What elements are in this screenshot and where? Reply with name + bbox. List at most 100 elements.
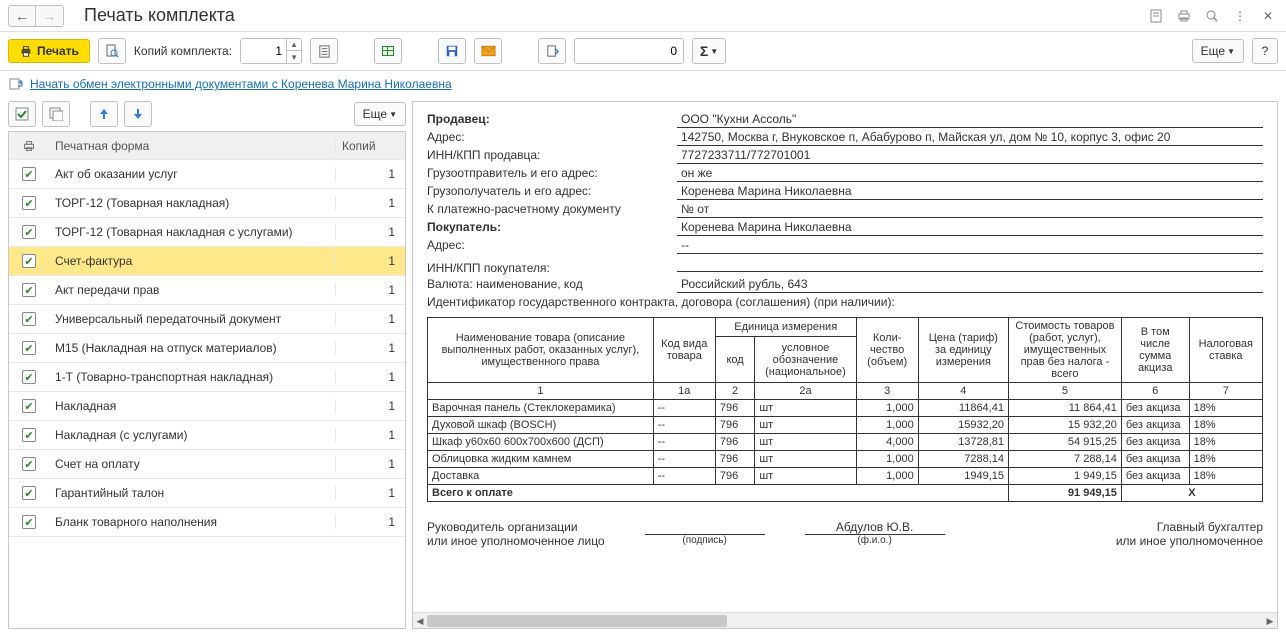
- cell-excise: без акциза: [1121, 451, 1189, 468]
- form-copies: 1: [335, 167, 405, 181]
- cell-tax: 18%: [1189, 434, 1262, 451]
- form-checkbox[interactable]: ✔: [9, 283, 49, 297]
- doc-field-row: Грузоотправитель и его адрес:он же: [427, 166, 1263, 182]
- form-checkbox[interactable]: ✔: [9, 196, 49, 210]
- form-checkbox[interactable]: ✔: [9, 515, 49, 529]
- total-label: Всего к оплате: [428, 485, 1009, 502]
- document-icon[interactable]: [1146, 6, 1166, 26]
- doc-field-value: [677, 256, 1263, 272]
- spin-down-icon[interactable]: ▼: [287, 51, 301, 63]
- doc-field-row: Адрес:--: [427, 238, 1263, 254]
- forms-row[interactable]: ✔Акт об оказании услуг1: [9, 160, 405, 189]
- preview-button[interactable]: [98, 38, 126, 64]
- checkall-button[interactable]: [8, 101, 36, 127]
- preview-icon[interactable]: [1202, 6, 1222, 26]
- doc-field-label: Валюта: наименование, код: [427, 277, 677, 291]
- form-name: 1-Т (Товарно-транспортная накладная): [49, 370, 335, 384]
- horizontal-scrollbar[interactable]: ◀ ▶: [413, 612, 1277, 628]
- cell-price: 13728,81: [918, 434, 1008, 451]
- close-icon[interactable]: ✕: [1258, 6, 1278, 26]
- print-button-label: Печать: [37, 44, 79, 58]
- cell-code: --: [653, 468, 715, 485]
- form-checkbox[interactable]: ✔: [9, 428, 49, 442]
- scroll-right-icon[interactable]: ▶: [1263, 613, 1277, 629]
- uncheckall-button[interactable]: [42, 101, 70, 127]
- form-checkbox[interactable]: ✔: [9, 312, 49, 326]
- print-column-icon[interactable]: [9, 139, 49, 153]
- colnum: 6: [1121, 383, 1189, 400]
- form-copies: 1: [335, 225, 405, 239]
- copies-label: Копий комплекта:: [134, 44, 232, 58]
- cell-price: 1949,15: [918, 468, 1008, 485]
- movedown-button[interactable]: [124, 101, 152, 127]
- form-checkbox[interactable]: ✔: [9, 167, 49, 181]
- form-checkbox[interactable]: ✔: [9, 457, 49, 471]
- copies-value[interactable]: [241, 39, 286, 63]
- scroll-left-icon[interactable]: ◀: [413, 613, 427, 629]
- email-button[interactable]: [474, 38, 502, 64]
- forms-row[interactable]: ✔Гарантийный талон1: [9, 479, 405, 508]
- excel-button[interactable]: [374, 38, 402, 64]
- copies-input[interactable]: ▲ ▼: [240, 38, 302, 64]
- form-copies: 1: [335, 457, 405, 471]
- doc-field-row: Идентификатор государственного контракта…: [427, 295, 1263, 309]
- forms-row[interactable]: ✔Накладная (с услугами)1: [9, 421, 405, 450]
- form-copies: 1: [335, 196, 405, 210]
- forms-row[interactable]: ✔Счет на оплату1: [9, 450, 405, 479]
- th-excise: В том числе сумма акциза: [1121, 318, 1189, 383]
- more-button[interactable]: Еще ▼: [1192, 39, 1244, 63]
- forms-row[interactable]: ✔Счет-фактура1: [9, 247, 405, 276]
- form-checkbox[interactable]: ✔: [9, 341, 49, 355]
- forms-row[interactable]: ✔Накладная1: [9, 392, 405, 421]
- forms-row[interactable]: ✔1-Т (Товарно-транспортная накладная)1: [9, 363, 405, 392]
- cell-tax: 18%: [1189, 417, 1262, 434]
- forms-row[interactable]: ✔Акт передачи прав1: [9, 276, 405, 305]
- cell-ulabel: шт: [755, 434, 856, 451]
- print-icon[interactable]: [1174, 6, 1194, 26]
- sum-button[interactable]: Σ▼: [692, 38, 726, 64]
- scroll-thumb[interactable]: [427, 615, 727, 627]
- forward-button[interactable]: →: [36, 5, 64, 27]
- colnum: 2а: [755, 383, 856, 400]
- form-checkbox[interactable]: ✔: [9, 225, 49, 239]
- signature-area: Руководитель организации или иное уполно…: [427, 520, 1263, 548]
- forms-row[interactable]: ✔ТОРГ-12 (Товарная накладная с услугами)…: [9, 218, 405, 247]
- copies-column-header[interactable]: Копий: [335, 139, 405, 153]
- doc-field-row: ИНН/КПП продавца:7727233711/772701001: [427, 148, 1263, 164]
- menu-icon[interactable]: ⋮: [1230, 6, 1250, 26]
- name-column-header[interactable]: Печатная форма: [49, 139, 335, 153]
- form-copies: 1: [335, 428, 405, 442]
- exchange-link[interactable]: Начать обмен электронными документами с …: [30, 77, 452, 91]
- doc-field-label: Адрес:: [427, 238, 677, 252]
- cell-cost: 7 288,14: [1008, 451, 1121, 468]
- form-checkbox[interactable]: ✔: [9, 486, 49, 500]
- number-input[interactable]: [574, 38, 684, 64]
- doc-field-label: ИНН/КПП покупателя:: [427, 261, 677, 275]
- help-button[interactable]: ?: [1252, 38, 1278, 64]
- spin-up-icon[interactable]: ▲: [287, 39, 301, 51]
- form-checkbox[interactable]: ✔: [9, 254, 49, 268]
- forms-row[interactable]: ✔ТОРГ-12 (Товарная накладная)1: [9, 189, 405, 218]
- doc-field-row: Грузополучатель и его адрес:Коренева Мар…: [427, 184, 1263, 200]
- doc-field-row: К платежно-расчетному документу№ от: [427, 202, 1263, 218]
- print-button[interactable]: Печать: [8, 39, 90, 63]
- forms-row[interactable]: ✔Универсальный передаточный документ1: [9, 305, 405, 334]
- form-name: Акт передачи прав: [49, 283, 335, 297]
- form-checkbox[interactable]: ✔: [9, 370, 49, 384]
- form-copies: 1: [335, 515, 405, 529]
- forms-more-button[interactable]: Еще ▼: [354, 102, 406, 126]
- settings-button[interactable]: [310, 38, 338, 64]
- forms-row[interactable]: ✔Бланк товарного наполнения1: [9, 508, 405, 537]
- colnum: 1: [428, 383, 654, 400]
- forms-row[interactable]: ✔М15 (Накладная на отпуск материалов)1: [9, 334, 405, 363]
- doc-field-row: Покупатель:Коренева Марина Николаевна: [427, 220, 1263, 236]
- back-button[interactable]: ←: [8, 5, 36, 27]
- total-cost: 91 949,15: [1008, 485, 1121, 502]
- moveup-button[interactable]: [90, 101, 118, 127]
- save-button[interactable]: [438, 38, 466, 64]
- export-button[interactable]: [538, 38, 566, 64]
- form-copies: 1: [335, 399, 405, 413]
- cell-ulabel: шт: [755, 400, 856, 417]
- form-checkbox[interactable]: ✔: [9, 399, 49, 413]
- doc-field-label: Идентификатор государственного контракта…: [427, 295, 1263, 309]
